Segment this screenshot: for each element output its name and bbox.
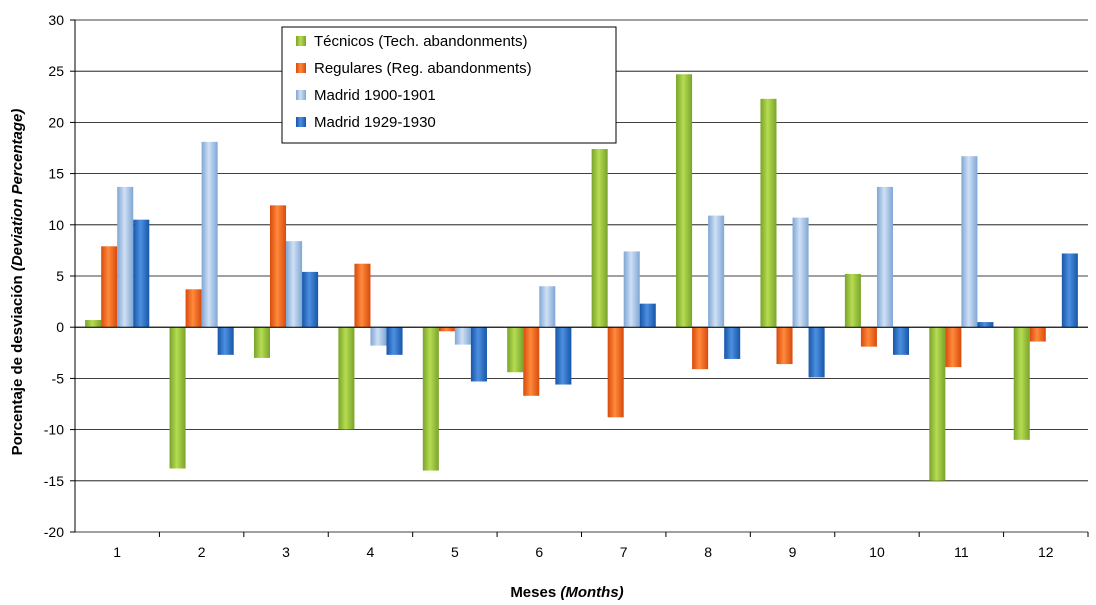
legend-label: Técnicos (Tech. abandonments)	[314, 33, 527, 50]
bar	[1061, 253, 1078, 328]
x-tick-labels: 1 2 3 4 5 6 7 8 9 10 11 12	[113, 532, 1089, 560]
x-tick-label: 8	[704, 544, 712, 560]
bar	[945, 327, 962, 368]
bar	[270, 205, 287, 328]
x-tick-label: 7	[620, 544, 628, 560]
bar	[555, 327, 572, 385]
legend-label: Regulares (Reg. abandonments)	[314, 60, 532, 77]
legend-label: Madrid 1929-1930	[314, 114, 436, 131]
x-tick-label: 10	[869, 544, 885, 560]
bar	[539, 286, 556, 328]
y-tick-label: -10	[44, 422, 64, 438]
bar	[676, 74, 693, 328]
bar	[253, 327, 271, 358]
bar	[591, 149, 608, 328]
y-axis-title: Porcentaje de desviación (Deviation Perc…	[9, 109, 26, 456]
y-tick-labels: 30 25 20 15 10 5 0 -5 -10 -15 -20	[44, 12, 75, 540]
x-tick-label: 2	[198, 544, 206, 560]
bar	[961, 156, 978, 328]
bar	[386, 327, 403, 355]
bar	[507, 327, 524, 373]
bar	[977, 322, 994, 328]
bar	[286, 241, 303, 328]
y-tick-label: 5	[56, 268, 64, 284]
bar	[201, 141, 218, 328]
legend-swatch	[296, 63, 306, 73]
bar	[692, 327, 709, 370]
y-tick-label: -20	[44, 524, 64, 540]
bar	[876, 186, 893, 328]
x-tick-label: 9	[789, 544, 797, 560]
bar	[169, 327, 186, 469]
legend-swatch	[296, 117, 306, 127]
bar	[117, 186, 134, 328]
x-tick-label: 3	[282, 544, 290, 560]
x-tick-label: 4	[367, 544, 375, 560]
y-tick-label: 10	[48, 217, 64, 233]
bar	[523, 327, 540, 396]
bar	[454, 327, 471, 345]
y-tick-label: 0	[56, 319, 64, 335]
bar	[792, 217, 809, 328]
bar	[133, 219, 150, 328]
y-tick-label: 20	[48, 114, 64, 130]
legend-box	[281, 26, 617, 144]
bar	[101, 246, 118, 328]
bar	[808, 327, 825, 378]
y-tick-label: -15	[44, 473, 64, 489]
bar	[929, 327, 946, 481]
legend-swatch	[296, 36, 306, 46]
x-tick-label: 12	[1038, 544, 1054, 560]
x-tick-label: 11	[954, 544, 969, 560]
legend-label: Madrid 1900-1901	[314, 87, 436, 104]
bar	[708, 215, 725, 328]
bar	[1029, 327, 1046, 342]
legend: Técnicos (Tech. abandonments) Regulares (…	[281, 26, 617, 144]
bar	[217, 327, 234, 355]
bar	[760, 98, 777, 328]
bars	[85, 74, 1078, 481]
x-tick-label: 1	[113, 544, 121, 560]
bar	[623, 251, 640, 328]
legend-swatch	[296, 90, 306, 100]
bar	[607, 327, 624, 418]
x-tick-label: 5	[451, 544, 459, 560]
bar	[844, 273, 861, 328]
bar	[338, 327, 355, 430]
x-tick-label: 6	[535, 544, 543, 560]
bar	[1013, 327, 1030, 440]
y-tick-label: 25	[48, 63, 64, 79]
bar	[438, 327, 455, 332]
bar	[724, 327, 741, 359]
bar	[776, 327, 793, 365]
bar	[302, 271, 319, 328]
y-tick-label: -5	[52, 370, 65, 386]
bar	[185, 289, 202, 328]
bar	[85, 320, 102, 328]
bar	[354, 263, 371, 328]
bar	[860, 327, 877, 347]
bar	[470, 327, 487, 382]
y-tick-label: 15	[48, 166, 64, 182]
bar	[639, 303, 656, 328]
x-axis-title: Meses (Months)	[510, 584, 623, 601]
bar	[892, 327, 910, 355]
bar	[370, 327, 387, 346]
bar	[422, 327, 439, 471]
y-tick-label: 30	[48, 12, 64, 28]
